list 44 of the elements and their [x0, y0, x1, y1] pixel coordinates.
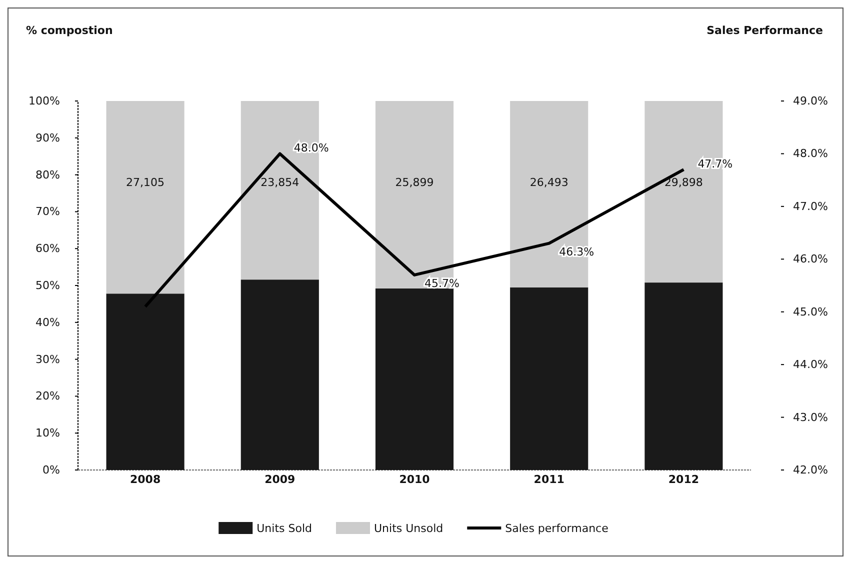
bar	[240, 280, 319, 470]
data-label: 48.0%	[294, 142, 329, 155]
y2-tick-label: 45.0%	[793, 305, 828, 318]
y-tick-label: 20%	[36, 390, 60, 403]
y-tick-label: 70%	[36, 205, 60, 218]
text: Sales Performance	[706, 24, 823, 37]
x-tick-label: 2009	[264, 473, 296, 486]
y2-tick-label: 44.0%	[793, 358, 828, 372]
y2-tick-label: 43.0%	[793, 410, 828, 424]
y-tick-label: 10%	[36, 426, 60, 440]
x-tick-label: 2012	[668, 473, 700, 486]
data-label: 46.3%	[559, 245, 594, 258]
annotation: 25,899	[395, 176, 434, 189]
y-tick-label: 30%	[36, 352, 60, 366]
y2-tick-label: 49.0%	[793, 94, 828, 108]
legend-label: Units Unsold	[374, 522, 444, 535]
y-tick-label: 40%	[36, 316, 60, 329]
y2-tick-label: 47.0%	[793, 200, 828, 213]
y-tick-label: 0%	[42, 464, 60, 477]
bar	[375, 288, 454, 470]
bar	[510, 287, 588, 470]
x-tick-label: 2008	[130, 473, 161, 486]
y-tick-label: 90%	[36, 131, 60, 144]
y2-tick-label: 42.0%	[793, 464, 828, 477]
annotation: 29,898	[664, 176, 703, 189]
legend-label: Units Sold	[256, 522, 312, 535]
data-label: 47.7%	[698, 158, 733, 171]
bar	[644, 282, 723, 470]
x-tick-label: 2010	[399, 473, 430, 486]
y-tick-label: 80%	[36, 168, 60, 182]
y-tick-label: 60%	[36, 242, 60, 256]
legend-label: Sales performance	[505, 522, 609, 535]
data-label: 45.7%	[424, 276, 460, 290]
y2-tick-label: 48.0%	[793, 147, 828, 160]
x-tick-label: 2011	[534, 473, 564, 486]
y-tick-label: 100%	[28, 94, 60, 108]
text: % compostion	[26, 24, 113, 37]
annotation: 27,105	[126, 176, 165, 189]
annotation: 26,493	[530, 176, 568, 189]
annotation: 23,854	[260, 176, 300, 189]
y-tick-label: 50%	[36, 279, 60, 292]
y2-tick-label: 46.0%	[793, 252, 828, 266]
bar	[106, 294, 184, 470]
bar	[106, 101, 184, 294]
